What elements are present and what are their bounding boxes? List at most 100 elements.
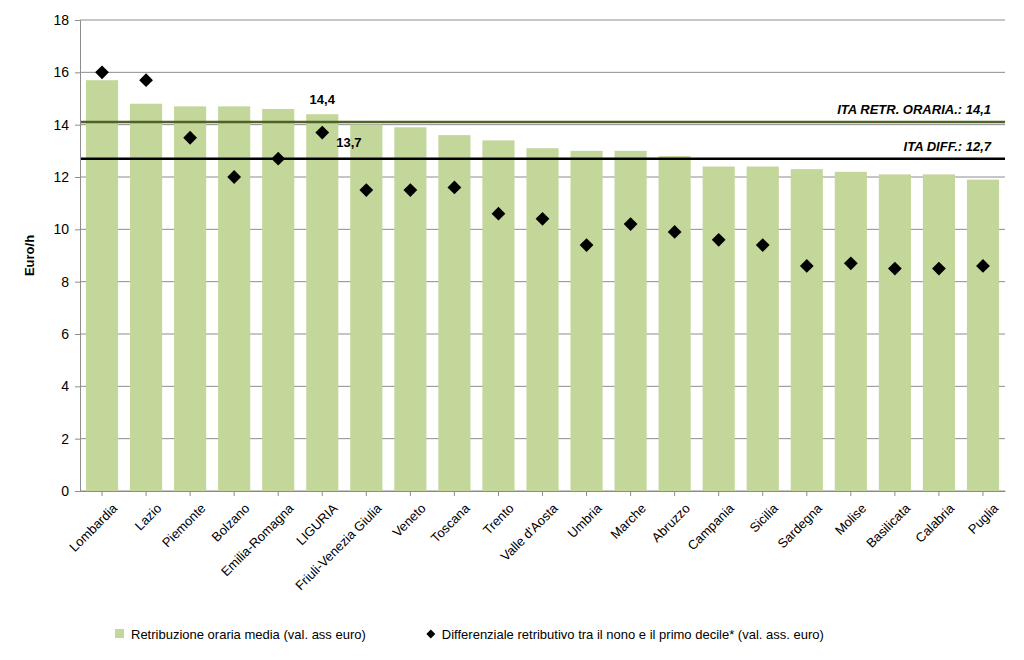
- x-tick: Marche: [608, 491, 649, 542]
- marker: [756, 238, 770, 252]
- x-tick: Piemonte: [159, 491, 208, 550]
- bar: [967, 180, 999, 491]
- bar: [570, 151, 602, 491]
- x-tick-label: Sardegna: [775, 500, 826, 551]
- bar: [174, 106, 206, 491]
- x-tick-label: Toscana: [428, 500, 473, 545]
- x-tick: Sicilia: [746, 491, 781, 535]
- x-tick-label: Piemonte: [159, 501, 208, 550]
- x-tick-label: Puglia: [965, 500, 1002, 537]
- x-tick-label: Molise: [832, 501, 869, 538]
- x-tick-mark: [322, 491, 323, 496]
- bar: [615, 151, 647, 491]
- bar: [747, 167, 779, 491]
- x-tick-label: Bolzano: [209, 501, 253, 545]
- marker: [403, 183, 417, 197]
- x-tick-label: Lombardia: [66, 500, 121, 555]
- y-tick-mark: [75, 491, 80, 492]
- x-tick-mark: [498, 491, 499, 496]
- x-tick-mark: [278, 491, 279, 496]
- marker: [359, 183, 373, 197]
- marker: [624, 217, 638, 231]
- x-tick: Valle d'Aosta: [498, 491, 562, 564]
- x-tick: Emilia-Romagna: [218, 491, 297, 579]
- reference-line: [80, 157, 1005, 160]
- reference-label: ITA RETR. ORARIA.: 14,1: [837, 102, 991, 117]
- y-tick-label: 12: [53, 169, 69, 185]
- y-tick-label: 14: [53, 117, 69, 133]
- x-tick-label: Sicilia: [746, 500, 781, 535]
- y-tick: 10: [53, 221, 80, 237]
- y-tick: 0: [61, 483, 80, 499]
- y-tick-mark: [75, 20, 80, 21]
- y-tick-mark: [75, 386, 80, 387]
- marker: [888, 262, 902, 276]
- marker: [580, 238, 594, 252]
- legend-swatch: [115, 629, 124, 638]
- x-tick: Sardegna: [775, 491, 826, 551]
- marker: [536, 212, 550, 226]
- y-tick-label: 6: [61, 326, 69, 342]
- x-tick-mark: [806, 491, 807, 496]
- legend-label: Retribuzione oraria media (val. ass euro…: [131, 627, 366, 642]
- x-tick-mark: [366, 491, 367, 496]
- x-tick-mark: [586, 491, 587, 496]
- x-tick-label: Friuli-Venezia Giulia: [292, 500, 385, 593]
- y-tick-label: 16: [53, 64, 69, 80]
- y-axis: 024681012141618: [53, 12, 80, 499]
- y-tick: 18: [53, 12, 80, 28]
- x-tick-mark: [718, 491, 719, 496]
- y-tick: 2: [61, 431, 80, 447]
- bar: [659, 156, 691, 491]
- x-tick-mark: [454, 491, 455, 496]
- y-tick: 4: [61, 378, 80, 394]
- x-tick-mark: [542, 491, 543, 496]
- x-tick: Bolzano: [209, 491, 253, 545]
- legend-item: Differenziale retributivo tra il nono e …: [426, 627, 823, 642]
- y-tick-label: 10: [53, 221, 69, 237]
- y-tick-label: 0: [61, 483, 69, 499]
- x-tick: Lombardia: [66, 491, 121, 555]
- legend-swatch: [426, 630, 435, 639]
- x-tick-label: Valle d'Aosta: [498, 500, 562, 564]
- x-tick-label: Abruzzo: [649, 501, 693, 545]
- y-tick: 12: [53, 169, 80, 185]
- marker: [492, 207, 506, 221]
- bar: [262, 109, 294, 491]
- x-tick: LIGURIA: [293, 491, 341, 548]
- marker: [712, 233, 726, 247]
- y-tick: 16: [53, 64, 80, 80]
- y-tick-mark: [75, 282, 80, 283]
- annotation: 13,7: [336, 135, 361, 150]
- grid-line: [80, 72, 1005, 73]
- marks: [80, 65, 1005, 491]
- bar: [130, 104, 162, 491]
- chart: 024681012141618LombardiaLazioPiemonteBol…: [0, 0, 1024, 660]
- x-tick: Campania: [684, 491, 737, 553]
- x-tick-label: Calabria: [912, 500, 957, 545]
- reference-label: ITA DIFF.: 12,7: [904, 139, 992, 154]
- x-tick-mark: [190, 491, 191, 496]
- x-tick: Trento: [480, 491, 517, 538]
- legend-label: Differenziale retributivo tra il nono e …: [442, 627, 824, 642]
- y-axis-title: Euro/h: [22, 235, 37, 276]
- x-tick-mark: [674, 491, 675, 496]
- bar: [218, 106, 250, 491]
- plot: 024681012141618LombardiaLazioPiemonteBol…: [53, 12, 1005, 593]
- bar: [879, 174, 911, 491]
- bar: [438, 135, 470, 491]
- bar: [394, 127, 426, 491]
- x-tick: Umbria: [565, 491, 606, 541]
- legend: Retribuzione oraria media (val. ass euro…: [115, 627, 824, 642]
- x-tick: Friuli-Venezia Giulia: [292, 491, 385, 593]
- bar: [350, 125, 382, 491]
- annotation: 14,4: [310, 92, 336, 107]
- bar: [923, 174, 955, 491]
- y-tick: 6: [61, 326, 80, 342]
- x-tick-mark: [630, 491, 631, 496]
- x-tick-label: Campania: [684, 500, 737, 553]
- y-tick-mark: [75, 177, 80, 178]
- x-tick-mark: [894, 491, 895, 496]
- marker: [800, 259, 814, 273]
- bar: [86, 80, 118, 491]
